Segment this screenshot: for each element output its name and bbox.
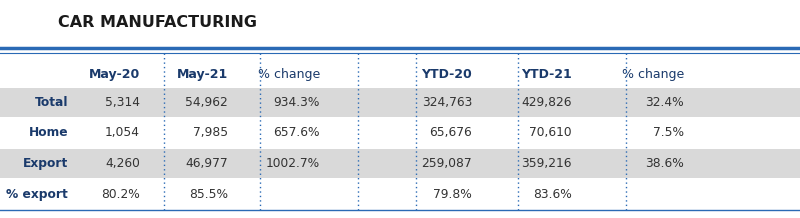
Text: 65,676: 65,676 [430, 126, 472, 140]
Text: May-20: May-20 [89, 68, 140, 81]
Text: 934.3%: 934.3% [274, 96, 320, 109]
Text: YTD-20: YTD-20 [422, 68, 472, 81]
Text: 85.5%: 85.5% [189, 187, 228, 201]
Text: 1,054: 1,054 [105, 126, 140, 140]
Text: 70,610: 70,610 [530, 126, 572, 140]
Text: 7,985: 7,985 [193, 126, 228, 140]
Text: % change: % change [258, 68, 320, 81]
Bar [0, 149, 800, 178]
Text: May-21: May-21 [177, 68, 228, 81]
Text: 54,962: 54,962 [186, 96, 228, 109]
Text: CAR MANUFACTURING: CAR MANUFACTURING [58, 15, 257, 30]
Text: 429,826: 429,826 [522, 96, 572, 109]
Text: 83.6%: 83.6% [534, 187, 572, 201]
Text: YTD-21: YTD-21 [522, 68, 572, 81]
Text: 46,977: 46,977 [186, 157, 228, 170]
Text: 259,087: 259,087 [422, 157, 472, 170]
Text: 657.6%: 657.6% [274, 126, 320, 140]
Text: 80.2%: 80.2% [102, 187, 140, 201]
Text: 32.4%: 32.4% [646, 96, 684, 109]
Text: % change: % change [622, 68, 684, 81]
Bar [0, 118, 800, 148]
Text: 7.5%: 7.5% [653, 126, 684, 140]
Text: 1002.7%: 1002.7% [266, 157, 320, 170]
Text: 324,763: 324,763 [422, 96, 472, 109]
Text: Total: Total [34, 96, 68, 109]
Text: Export: Export [22, 157, 68, 170]
Text: 5,314: 5,314 [105, 96, 140, 109]
Bar [0, 88, 800, 117]
Text: 38.6%: 38.6% [646, 157, 684, 170]
Text: 4,260: 4,260 [105, 157, 140, 170]
Bar [0, 179, 800, 209]
Text: Home: Home [28, 126, 68, 140]
Text: 359,216: 359,216 [522, 157, 572, 170]
Text: % export: % export [6, 187, 68, 201]
Text: 79.8%: 79.8% [434, 187, 472, 201]
